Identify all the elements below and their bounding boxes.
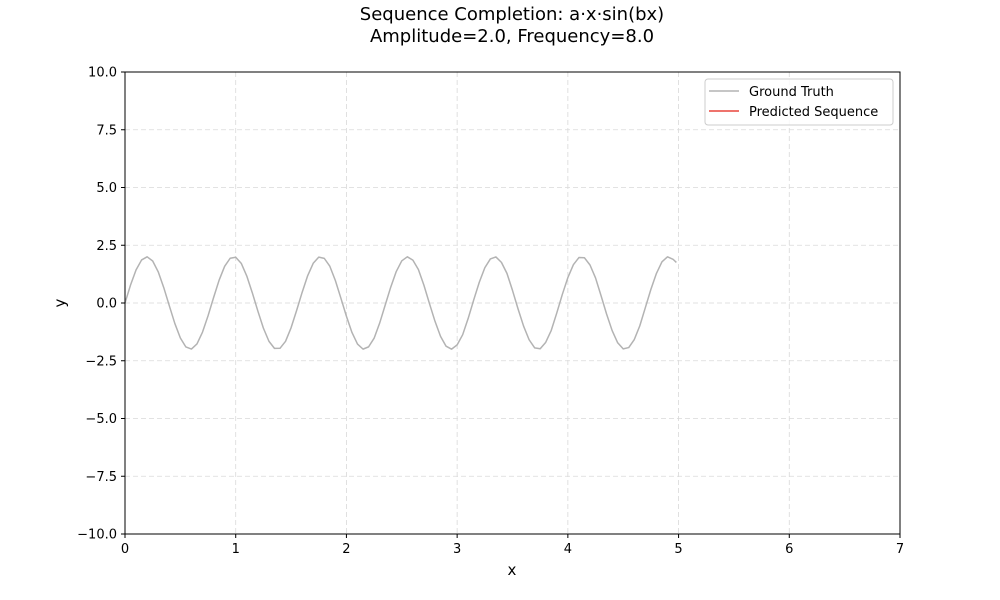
x-tick-label: 2 [342,542,350,557]
y-tick-label: −10.0 [77,528,117,543]
y-tick-label: −7.5 [85,470,117,485]
y-tick-label: 7.5 [96,123,117,138]
y-tick-label: 10.0 [88,66,117,81]
y-tick-label: −2.5 [85,354,117,369]
legend-label-ground-truth: Ground Truth [749,85,834,100]
x-tick-label: 1 [232,542,240,557]
chart-subtitle: Amplitude=2.0, Frequency=8.0 [370,26,654,47]
y-tick-label: 5.0 [96,181,117,196]
legend-box [704,78,894,126]
y-axis-label: y [51,298,69,307]
x-tick-label: 4 [564,542,572,557]
series-layer [124,256,677,350]
x-tick-label: 3 [453,542,461,557]
x-tick-label: 7 [896,542,904,557]
y-tick-label: 0.0 [96,297,117,312]
legend-label-predicted-sequence: Predicted Sequence [749,105,878,120]
ticks: 0 1 2 3 4 5 6 7 −10.0 −7.5 −5.0 −2.5 0.0 2.5 5.0 7.5 10.… [77,66,904,558]
x-axis-label: x [508,561,517,579]
x-tick-label: 6 [785,542,793,557]
x-tick-label: 0 [121,542,129,557]
x-tick-label: 5 [674,542,682,557]
series-line-ground-truth [124,256,677,350]
chart-title: Sequence Completion: a·x·sin(bx) [360,4,664,25]
y-tick-label: −5.0 [85,412,117,427]
y-tick-label: 2.5 [96,239,117,254]
legend: Ground Truth Predicted Sequence [704,78,894,126]
